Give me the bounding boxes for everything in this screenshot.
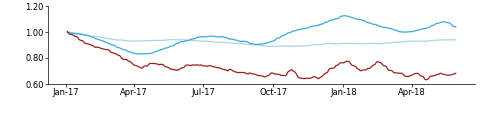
Line: TSE REAL: TSE REAL xyxy=(67,16,456,54)
Line: TSE REIT: TSE REIT xyxy=(67,32,456,46)
Line: JAM: JAM xyxy=(67,31,456,80)
